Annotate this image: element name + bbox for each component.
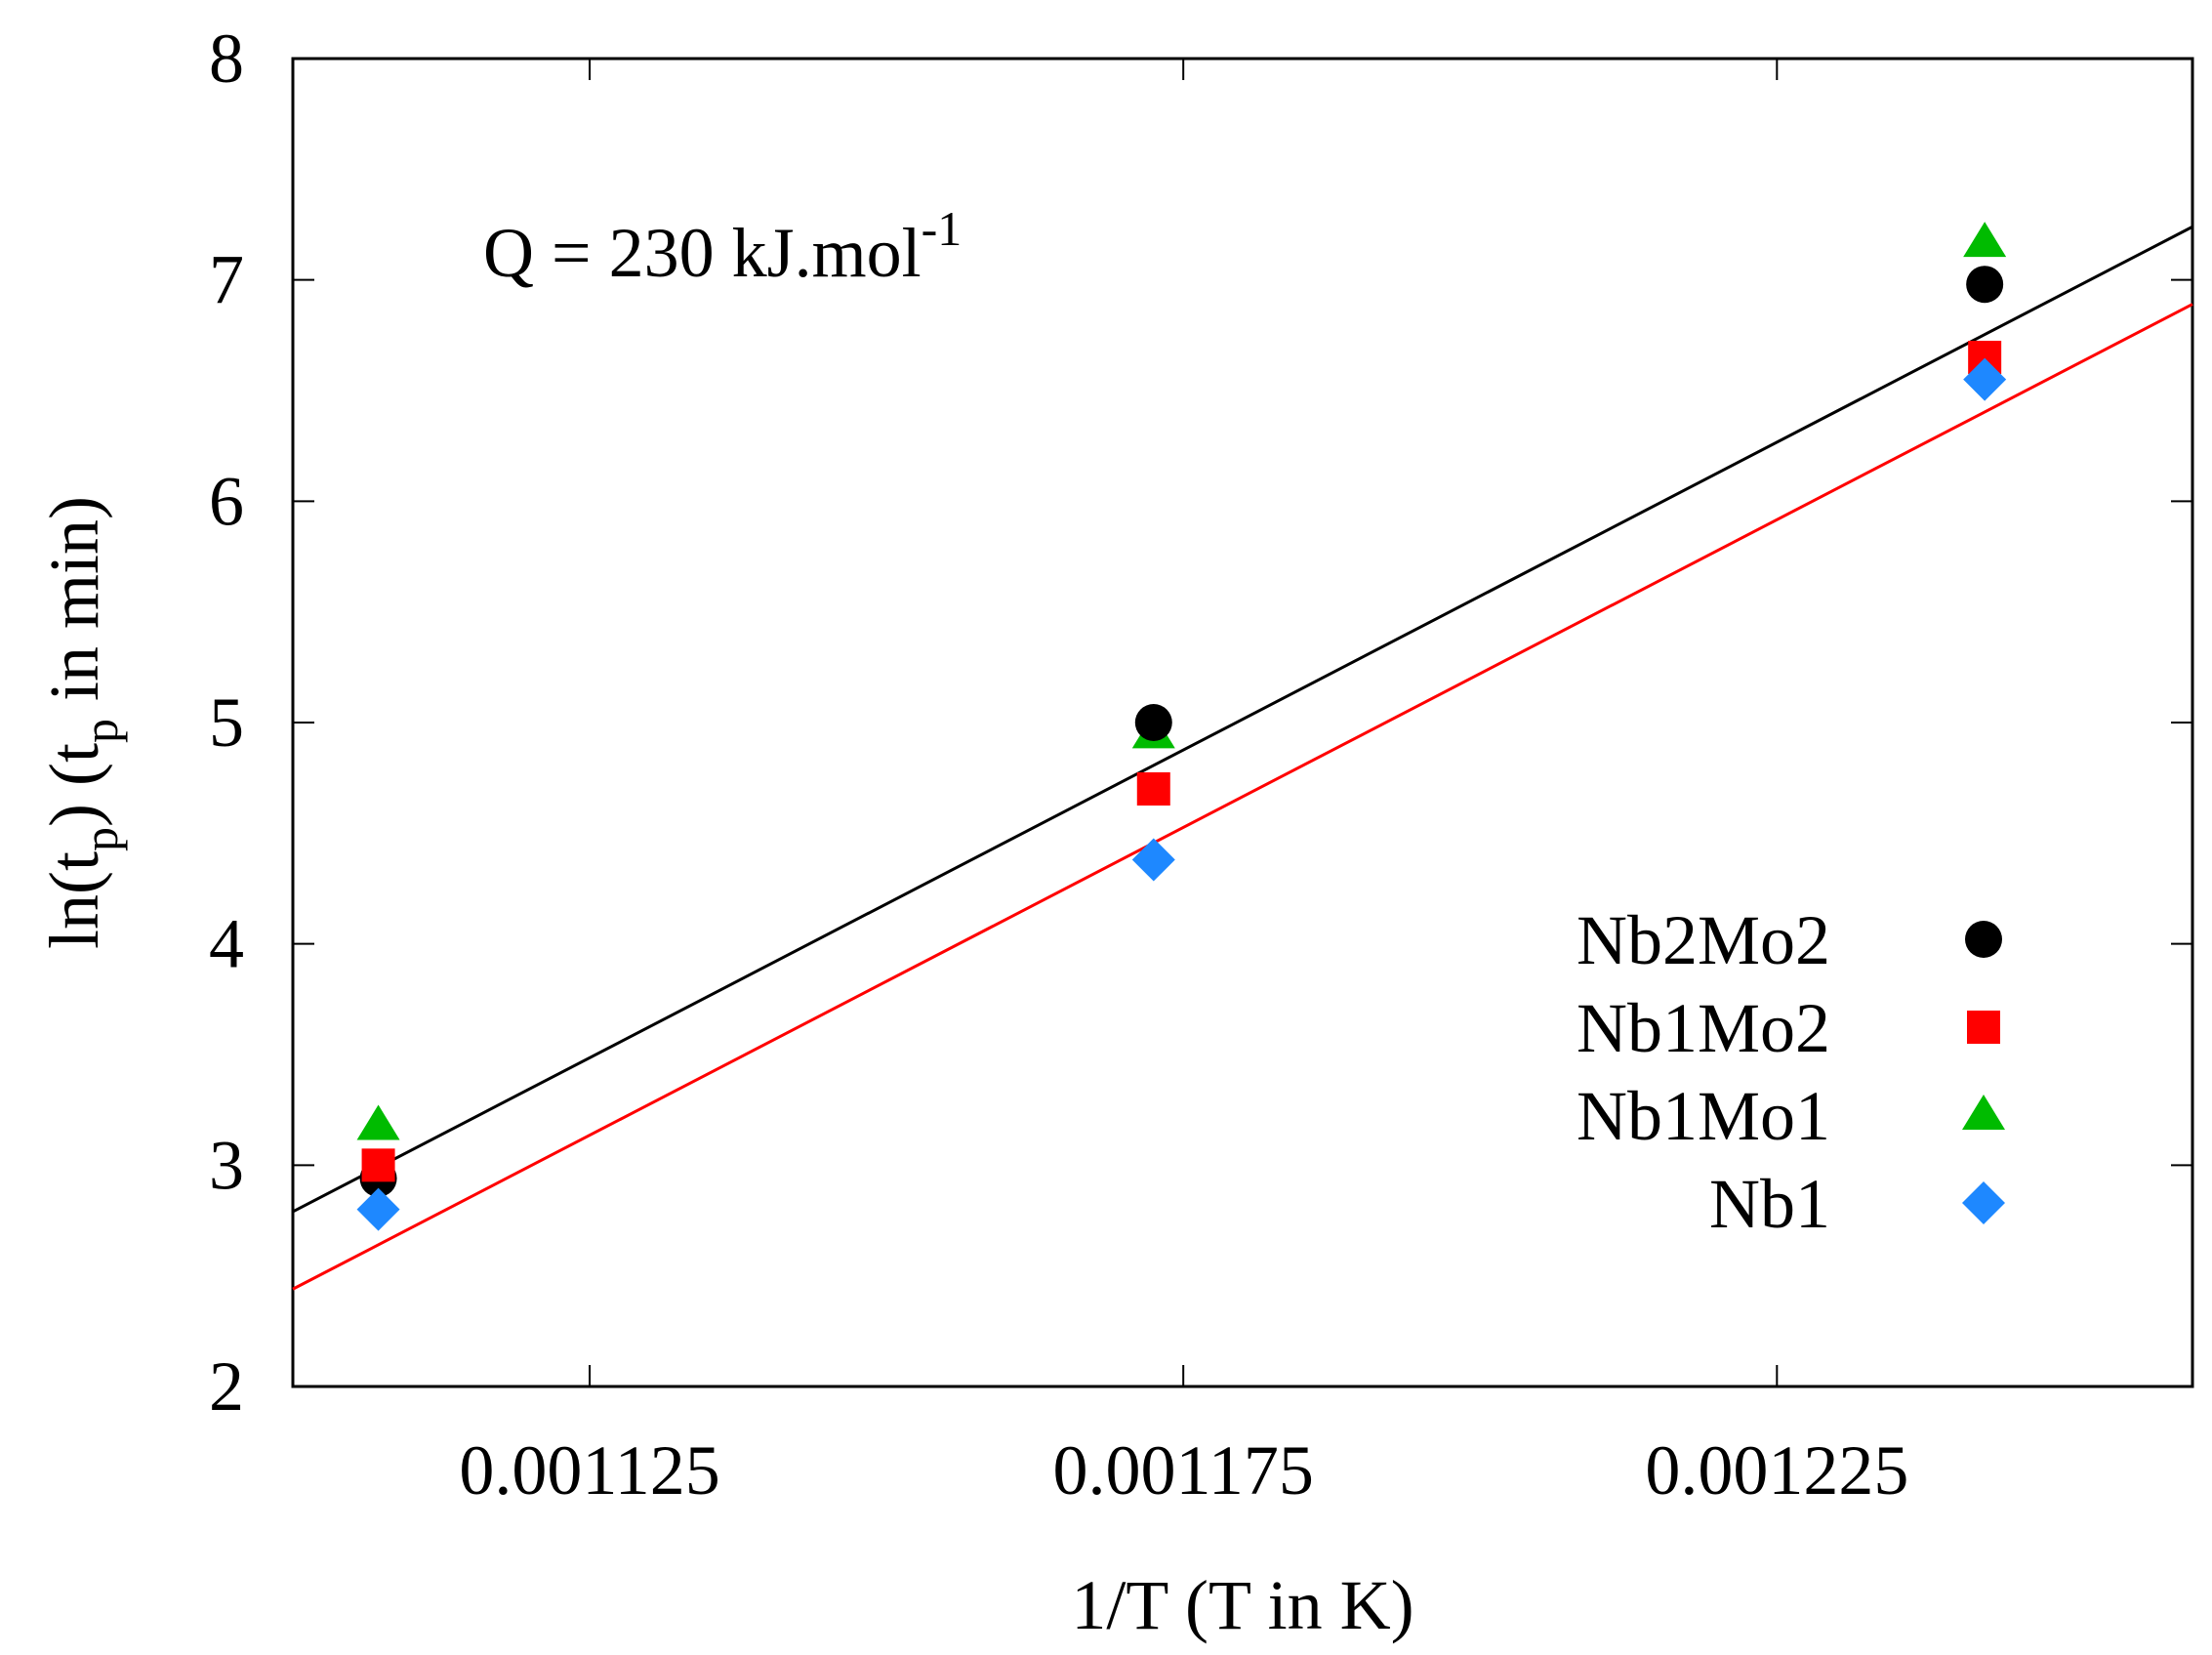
- legend-marker-nb1mo1: [1962, 1095, 2005, 1130]
- point-nb2mo2: [1134, 704, 1172, 741]
- y-title-sub2: p: [73, 719, 128, 743]
- y-title-sub1: p: [73, 827, 128, 851]
- y-tick-label: 6: [209, 462, 244, 540]
- y-tick-label: 7: [209, 241, 244, 319]
- point-nb1mo2: [1136, 772, 1170, 806]
- legend-label-nb1: Nb1: [1709, 1165, 1830, 1243]
- activation-energy-annotation: Q = 230 kJ.mol-1: [483, 201, 962, 292]
- annotation-text: Q = 230 kJ.mol: [483, 214, 922, 292]
- y-title-middle: ) (t: [35, 743, 113, 827]
- legend-label-nb1mo1: Nb1Mo1: [1577, 1077, 1830, 1155]
- x-tick-label: 0.001175: [1053, 1431, 1314, 1510]
- point-nb1mo1: [356, 1104, 400, 1140]
- y-axis-title: ln(tp) (tp in min): [35, 496, 128, 949]
- legend-marker-nb1mo2: [1967, 1011, 2000, 1044]
- x-axis-title: 1/T (T in K): [1071, 1566, 1413, 1644]
- point-nb1mo1: [1963, 222, 2007, 258]
- x-tick-label: 0.001225: [1645, 1431, 1908, 1510]
- fit-red-line: [292, 303, 2193, 1291]
- axis-ticks: [293, 58, 2192, 1387]
- legend-label-nb1mo2: Nb1Mo2: [1577, 989, 1830, 1067]
- y-title-suffix: in min): [35, 496, 113, 719]
- y-tick-label: 4: [209, 905, 244, 983]
- fit-lines: [292, 225, 2193, 1291]
- x-tick-label: 0.001125: [459, 1431, 719, 1510]
- annotation-superscript: -1: [922, 201, 963, 256]
- data-markers: [356, 222, 2007, 1231]
- legend: Nb2Mo2 Nb1Mo2 Nb1Mo1 Nb1: [1577, 901, 2005, 1243]
- point-nb1: [356, 1187, 400, 1231]
- y-tick-label: 2: [209, 1347, 244, 1426]
- point-nb1: [1131, 838, 1175, 882]
- legend-marker-nb1: [1962, 1181, 2005, 1224]
- legend-marker-nb2mo2: [1965, 921, 2002, 958]
- y-tick-label: 3: [209, 1126, 244, 1204]
- tick-labels: 0.001125 0.001175 0.001225 2 3 4 5 6 7 8: [209, 20, 1908, 1510]
- point-nb1mo2: [361, 1148, 395, 1182]
- fit-black-line: [292, 225, 2193, 1214]
- legend-label-nb2mo2: Nb2Mo2: [1577, 901, 1830, 979]
- y-tick-label: 8: [209, 20, 244, 98]
- point-nb2mo2: [1966, 266, 2004, 304]
- y-title-prefix: ln(t: [35, 851, 113, 949]
- y-tick-label: 5: [209, 683, 244, 762]
- point-nb1: [1963, 357, 2007, 401]
